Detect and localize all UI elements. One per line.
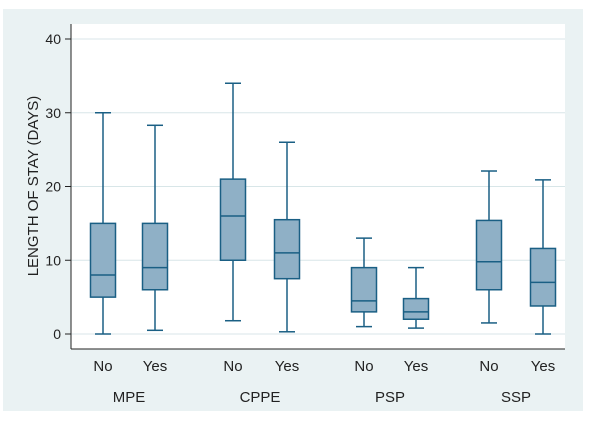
boxes bbox=[89, 82, 557, 335]
iqr-box-cppe-yes bbox=[273, 218, 301, 280]
box-mpe-no bbox=[89, 112, 117, 335]
box-psp-no bbox=[350, 237, 378, 328]
y-tick-label-20: 20 bbox=[45, 179, 61, 195]
y-tick-label-10: 10 bbox=[45, 252, 61, 268]
y-axis-label: LENGTH OF STAY (DAYS) bbox=[25, 96, 42, 277]
category-label-mpe-yes: Yes bbox=[143, 358, 167, 375]
iqr-box-ssp-no bbox=[475, 219, 503, 291]
iqr-box-mpe-no bbox=[89, 222, 117, 298]
iqr-box-cppe-no bbox=[219, 178, 247, 261]
category-label-mpe-no: No bbox=[93, 358, 112, 375]
group-label-mpe: MPE bbox=[113, 389, 146, 406]
group-label-cppe: CPPE bbox=[240, 389, 281, 406]
box-ssp-no bbox=[475, 170, 503, 324]
iqr-box-mpe-yes bbox=[141, 222, 169, 291]
iqr-box-psp-yes bbox=[402, 297, 430, 321]
group-label-psp: PSP bbox=[375, 389, 405, 406]
y-tick-label-40: 40 bbox=[45, 31, 61, 47]
group-label-ssp: SSP bbox=[501, 389, 531, 406]
box-cppe-no bbox=[219, 82, 247, 322]
category-label-ssp-yes: Yes bbox=[531, 358, 555, 375]
category-label-psp-yes: Yes bbox=[404, 358, 428, 375]
y-tick-label-30: 30 bbox=[45, 105, 61, 121]
box-cppe-yes bbox=[273, 141, 301, 333]
category-label-psp-no: No bbox=[354, 358, 373, 375]
box-mpe-yes bbox=[141, 124, 169, 332]
category-label-ssp-no: No bbox=[479, 358, 498, 375]
iqr-box-psp-no bbox=[350, 266, 378, 313]
axes bbox=[65, 24, 565, 350]
box-psp-yes bbox=[402, 266, 430, 329]
box-ssp-yes bbox=[529, 179, 557, 335]
category-label-cppe-yes: Yes bbox=[275, 358, 299, 375]
y-tick-label-0: 0 bbox=[53, 326, 61, 342]
iqr-box-ssp-yes bbox=[529, 247, 557, 307]
category-label-cppe-no: No bbox=[223, 358, 242, 375]
